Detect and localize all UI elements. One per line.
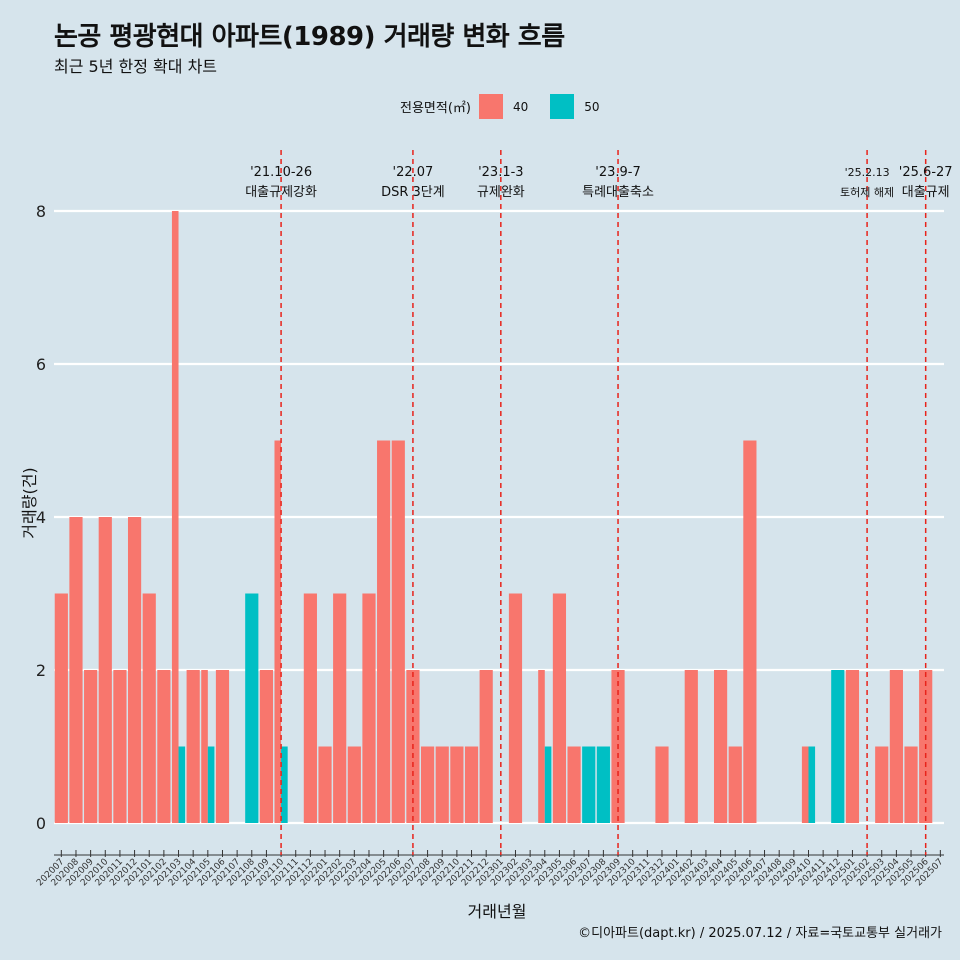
policy-label-202309: 특례대출축소 <box>582 185 654 200</box>
policy-label-202301: 규제완화 <box>477 185 525 200</box>
bar-50-202108 <box>245 593 259 823</box>
bar-40-202201 <box>318 746 332 823</box>
policy-date-202502: '25.2.13 <box>845 166 890 179</box>
bar-40-202104 <box>186 670 200 823</box>
y-tick-label-4: 4 <box>36 508 46 527</box>
bar-40-202205 <box>377 440 391 823</box>
bar-40-202503 <box>875 746 889 823</box>
bar-40-202302 <box>508 593 523 823</box>
bar-40-202206 <box>391 440 405 823</box>
chart-subtitle: 최근 5년 한정 확대 차트 <box>54 57 218 76</box>
y-axis-label: 거래량(건) <box>20 467 39 539</box>
bar-40-202007 <box>54 593 68 823</box>
bar-40-202208 <box>420 746 435 823</box>
policy-date-202301: '23.1-3 <box>478 165 523 180</box>
bar-40-202305 <box>552 593 567 823</box>
bar-40-202505 <box>904 746 918 823</box>
bar-40-202009 <box>84 670 98 823</box>
legend-swatch-50 <box>550 94 575 119</box>
y-tick-label-8: 8 <box>36 202 46 221</box>
bar-40-202202 <box>333 593 347 823</box>
bar-40-202110 <box>274 440 282 823</box>
bar-50-202110 <box>281 746 288 823</box>
bar-40-202504 <box>889 670 903 823</box>
bar-50-202307 <box>582 746 596 823</box>
policy-date-202207: '22.07 <box>393 165 434 180</box>
policy-label-202110: 대출규제강화 <box>245 185 317 200</box>
legend-title: 전용면적(㎡) <box>400 101 471 116</box>
bar-50-202105 <box>207 746 215 823</box>
bar-40-202112 <box>303 593 317 823</box>
bar-40-202106 <box>215 670 230 823</box>
bar-40-202105 <box>201 670 208 823</box>
policy-date-202110: '21.10-26 <box>250 165 312 180</box>
legend-swatch-40 <box>478 94 503 119</box>
bar-50-202304 <box>544 746 552 823</box>
y-tick-label-0: 0 <box>36 814 46 833</box>
bar-40-202211 <box>464 746 479 823</box>
bar-50-202410 <box>808 746 816 823</box>
bar-40-202406 <box>743 440 757 823</box>
bar-40-202103 <box>171 211 179 823</box>
source-caption: ©디아파트(dapt.kr) / 2025.07.12 / 자료=국토교통부 실… <box>578 926 942 941</box>
bar-40-202402 <box>684 670 698 823</box>
policy-date-202506: '25.6-27 <box>899 165 953 180</box>
x-axis-label: 거래년월 <box>467 902 527 921</box>
policy-label-202502: 토허제 해제 <box>840 185 894 199</box>
bar-40-202204 <box>362 593 376 823</box>
legend-label-50: 50 <box>584 99 600 114</box>
bar-40-202209 <box>435 746 449 823</box>
bar-40-202405 <box>728 746 742 823</box>
bar-40-202212 <box>479 670 493 823</box>
bar-50-202308 <box>596 746 610 823</box>
policy-label-202506: 대출규제 <box>902 185 950 200</box>
bar-40-202012 <box>127 517 142 823</box>
bar-40-202203 <box>347 746 361 823</box>
bar-50-202103 <box>178 746 186 823</box>
bar-40-202101 <box>142 593 156 823</box>
bar-40-202008 <box>69 517 83 823</box>
bar-40-202210 <box>450 746 464 823</box>
chart-title: 논공 평광현대 아파트(1989) 거래량 변화 흐름 <box>54 22 565 52</box>
policy-label-202207: DSR 3단계 <box>381 185 445 200</box>
bar-40-202312 <box>655 746 669 823</box>
legend: 전용면적(㎡) 40 50 <box>400 93 622 120</box>
bar-40-202304 <box>538 670 545 823</box>
bar-40-202102 <box>157 670 171 823</box>
bar-40-202404 <box>713 670 728 823</box>
legend-label-40: 40 <box>512 99 529 114</box>
y-tick-label-6: 6 <box>36 355 46 374</box>
bar-40-202410 <box>801 746 809 823</box>
bar-40-202501 <box>845 670 860 823</box>
bar-40-202011 <box>113 670 127 823</box>
bar-50-202412 <box>831 670 845 823</box>
bar-40-202306 <box>567 746 581 823</box>
bar-40-202109 <box>259 670 274 823</box>
policy-date-202309: '23.9-7 <box>595 165 640 180</box>
bar-40-202010 <box>98 517 112 823</box>
y-tick-label-2: 2 <box>36 661 46 680</box>
